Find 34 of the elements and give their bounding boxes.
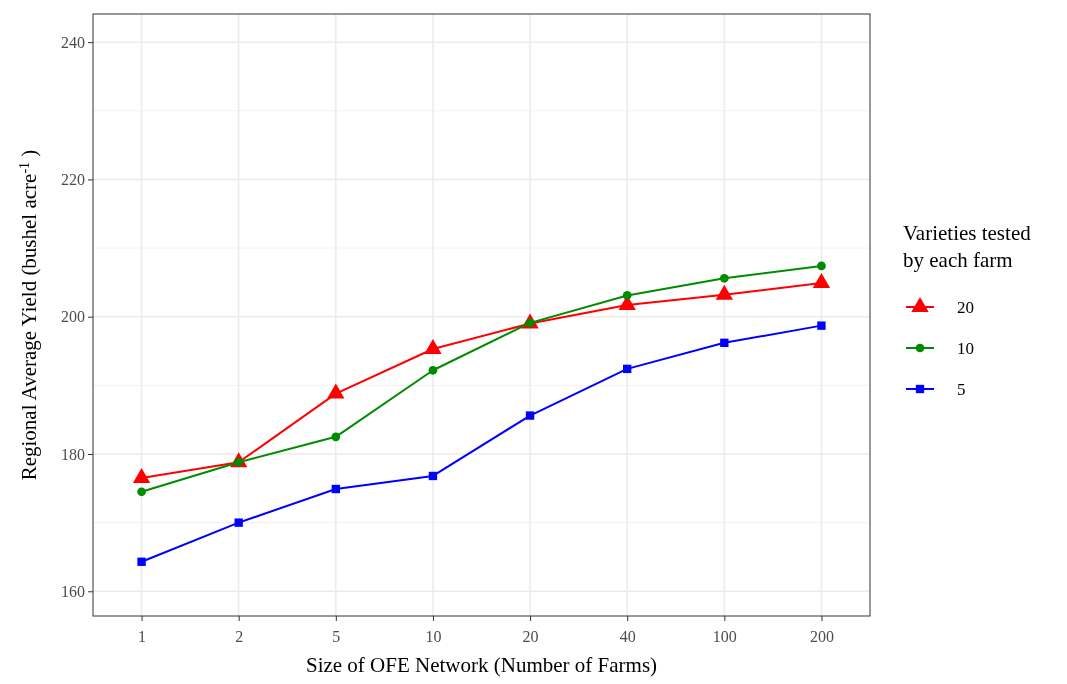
point [623, 364, 632, 374]
point [132, 468, 151, 484]
point [428, 365, 438, 375]
y-tick-label: 240 [61, 33, 85, 51]
x-tick-label: 100 [712, 627, 737, 645]
y-tick-label: 200 [61, 308, 85, 326]
x-tick-label: 2 [235, 627, 244, 645]
legend-title: Varieties tested by each farm [903, 221, 1032, 272]
x-tick-label: 200 [809, 627, 834, 645]
point [720, 338, 729, 347]
point [137, 557, 146, 566]
legend-label: 20 [957, 298, 974, 317]
x-tick-label: 1 [138, 627, 147, 645]
point [234, 518, 243, 527]
legend-label: 5 [957, 380, 966, 399]
point [622, 291, 632, 300]
point [525, 411, 535, 420]
y-tick-label: 180 [61, 445, 85, 463]
y-tick-label: 160 [61, 582, 85, 600]
point [817, 321, 826, 330]
point [812, 273, 831, 289]
y-tick-label: 220 [61, 171, 85, 189]
x-tick-label: 5 [332, 627, 341, 645]
point [719, 273, 729, 283]
legend-label: 10 [957, 339, 974, 358]
point [331, 432, 341, 442]
x-axis-title: Size of OFE Network (Number of Farms) [305, 653, 658, 677]
point [331, 484, 340, 494]
x-tick-label: 10 [425, 627, 442, 645]
x-tick-label: 40 [619, 627, 636, 645]
x-tick-label: 20 [522, 627, 539, 645]
point [137, 487, 146, 497]
point [428, 471, 438, 481]
point [817, 261, 826, 271]
